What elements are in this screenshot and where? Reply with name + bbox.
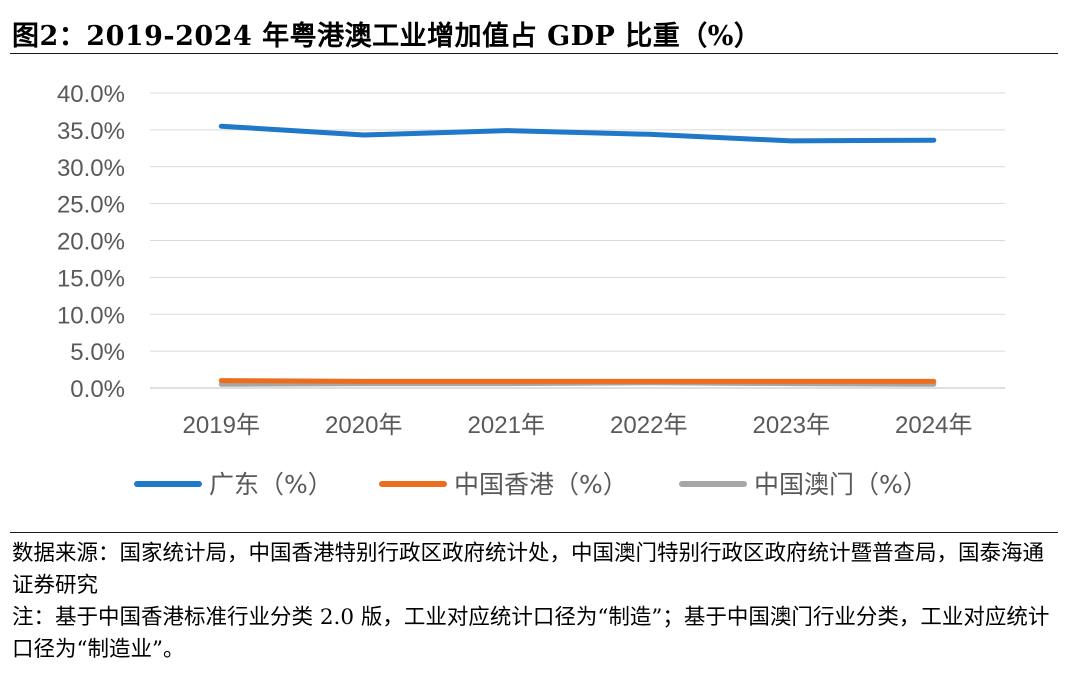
legend-item: 中国香港（%） — [379, 470, 628, 499]
top-divider — [10, 53, 1058, 54]
x-tick-label: 2019年 — [183, 412, 260, 439]
legend-label: 中国香港（%） — [454, 470, 628, 499]
y-tick-label: 15.0% — [57, 265, 125, 292]
series-lines — [218, 123, 937, 387]
y-tick-label: 25.0% — [57, 192, 125, 219]
y-tick-label: 0.0% — [70, 376, 125, 403]
y-tick-label: 20.0% — [57, 229, 125, 256]
line-chart: 0.0% 5.0% 10.0% 15.0% 20.0% 25.0% 30.0% 35.0% 40… — [57, 81, 1005, 499]
legend-label: 广东（%） — [209, 470, 333, 499]
x-tick-label: 2021年 — [468, 412, 545, 439]
legend: 广东（%） 中国香港（%） 中国澳门（%） — [134, 470, 928, 499]
y-axis-ticks: 0.0% 5.0% 10.0% 15.0% 20.0% 25.0% 30.0% 35.0% 40… — [57, 81, 125, 403]
legend-item: 中国澳门（%） — [679, 470, 928, 499]
y-tick-label: 30.0% — [57, 155, 125, 182]
footnote: 注：基于中国香港标准行业分类 2.0 版，工业对应统计口径为“制造”；基于中国澳… — [12, 605, 1050, 662]
bottom-divider — [10, 532, 1058, 533]
legend-item: 广东（%） — [134, 470, 333, 499]
y-tick-label: 10.0% — [57, 302, 125, 329]
x-tick-label: 2023年 — [753, 412, 830, 439]
y-tick-label: 40.0% — [57, 81, 125, 108]
x-axis-ticks: 2019年 2020年 2021年 2022年 2023年 2024年 — [183, 412, 973, 439]
gridlines — [150, 92, 1005, 389]
source-note: 数据来源：国家统计局，中国香港特别行政区政府统计处，中国澳门特别行政区政府统计暨… — [12, 541, 1045, 598]
x-tick-label: 2024年 — [895, 412, 972, 439]
y-tick-label: 5.0% — [70, 339, 125, 366]
series-line — [218, 378, 937, 384]
x-tick-label: 2020年 — [325, 412, 402, 439]
y-tick-label: 35.0% — [57, 118, 125, 145]
series-line — [218, 123, 937, 144]
notes-section: 数据来源：国家统计局，中国香港特别行政区政府统计处，中国澳门特别行政区政府统计暨… — [12, 538, 1062, 666]
x-tick-label: 2022年 — [610, 412, 687, 439]
figure-title: 图2：2019-2024 年粤港澳工业增加值占 GDP 比重（%） — [12, 21, 762, 52]
legend-label: 中国澳门（%） — [754, 470, 928, 499]
